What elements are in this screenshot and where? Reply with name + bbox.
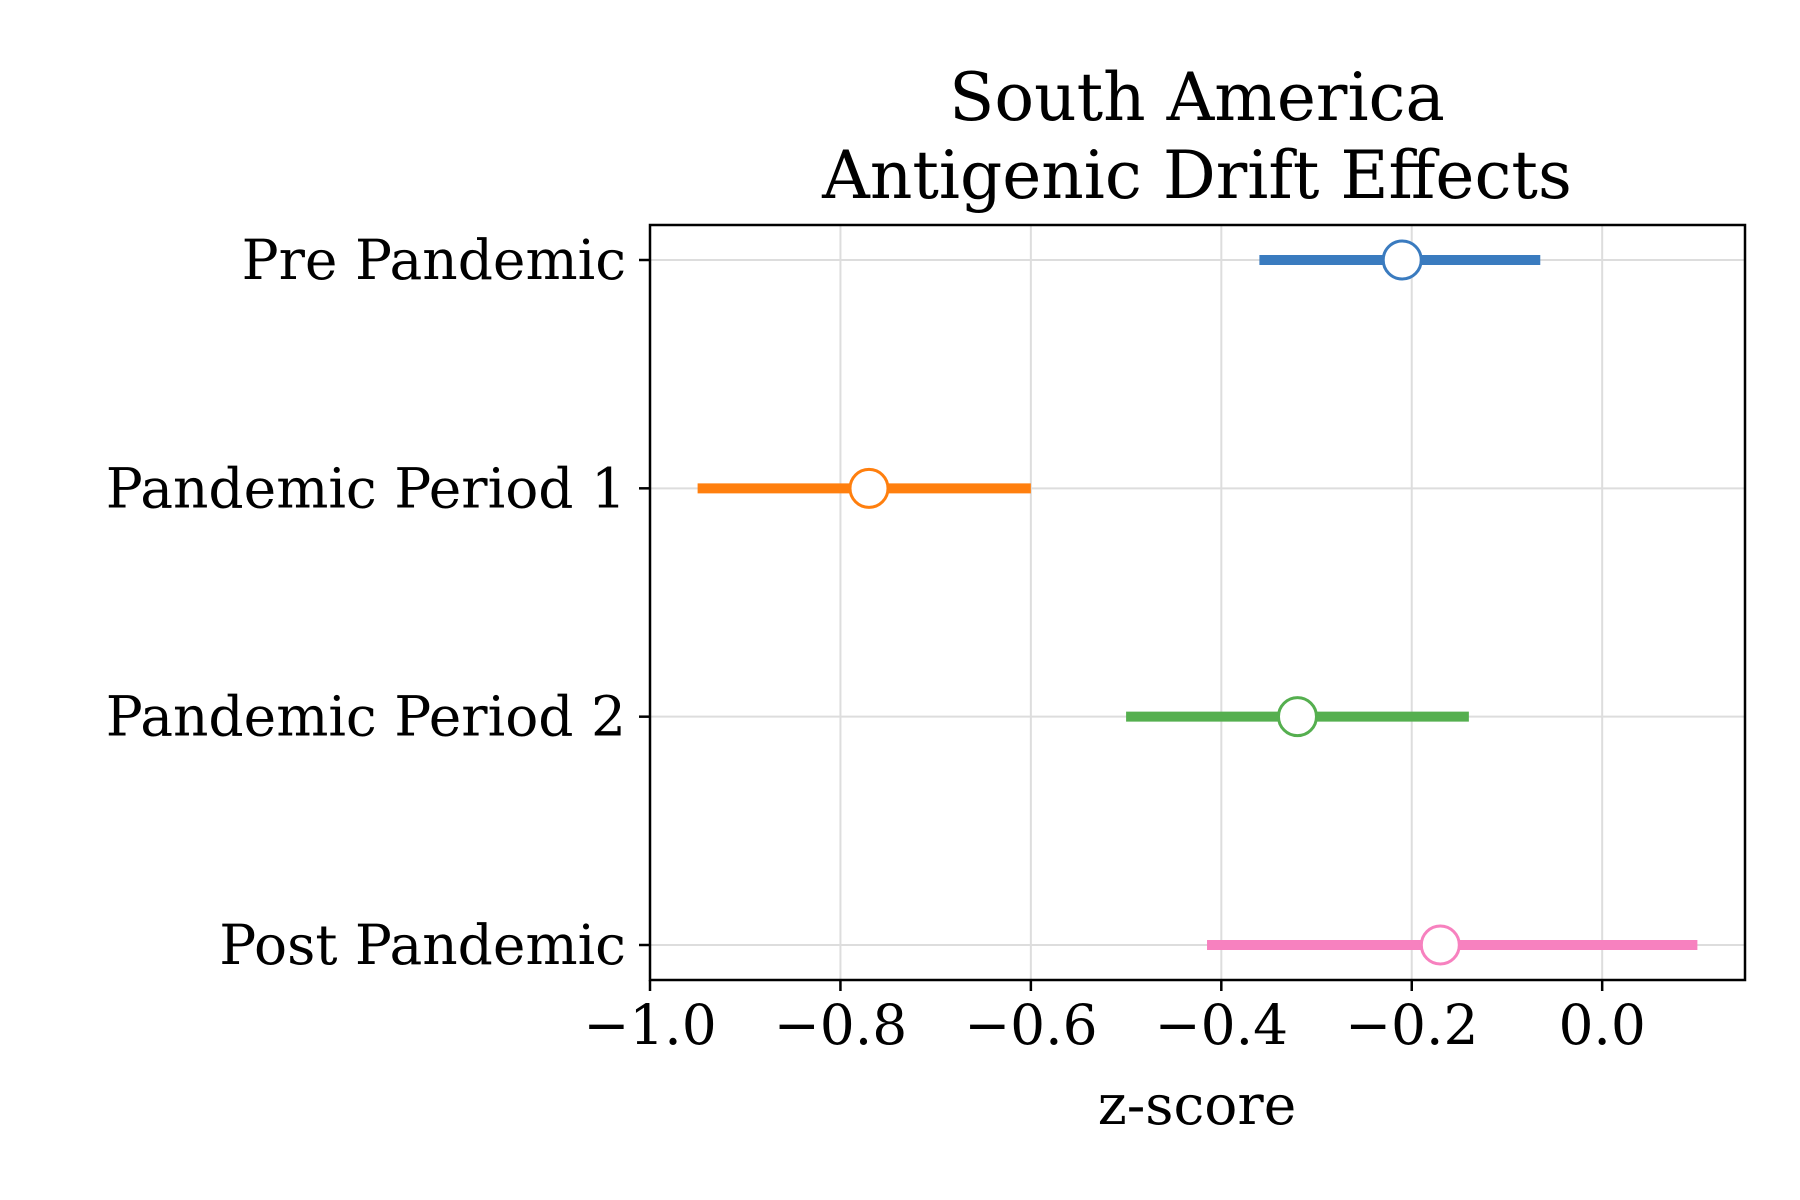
- y-axis: Pre Pandemic Pandemic Period 1 Pandemic Pe…: [106, 228, 650, 977]
- plot-frame: [648, 223, 1747, 982]
- x-tick-label: −0.4: [1155, 993, 1289, 1057]
- y-tick-label: Pre Pandemic: [242, 228, 626, 292]
- series-layer: [697, 239, 1698, 966]
- estimate-point: [1276, 696, 1318, 738]
- y-tick-label: Pandemic Period 1: [106, 456, 626, 520]
- y-tick-label: Pandemic Period 2: [106, 685, 626, 749]
- grid-lines: [649, 225, 1745, 980]
- estimate-point: [1381, 239, 1423, 281]
- y-tick-label: Post Pandemic: [219, 913, 626, 977]
- chart-title-line-2: Antigenic Drift Effects: [821, 137, 1572, 214]
- x-axis: −1.0 −0.8 −0.6 −0.4 −0.2 0.0: [583, 980, 1646, 1057]
- estimate-point: [1419, 924, 1461, 966]
- chart-title-line-1: South America: [949, 59, 1445, 136]
- x-tick-label: −0.8: [774, 993, 908, 1057]
- x-axis-label: z-score: [1098, 1073, 1297, 1137]
- x-tick-label: −0.2: [1345, 993, 1479, 1057]
- x-tick-label: −0.6: [964, 993, 1098, 1057]
- estimate-point: [848, 467, 890, 509]
- x-tick-label: −1.0: [583, 993, 717, 1057]
- x-tick-label: 0.0: [1558, 993, 1645, 1057]
